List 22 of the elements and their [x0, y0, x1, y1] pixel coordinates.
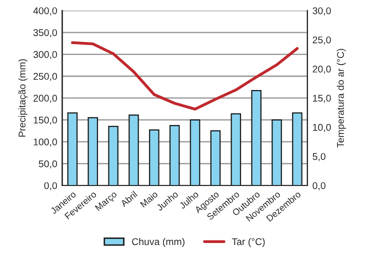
- y-tick-label: 0,0: [44, 182, 57, 190]
- legend-label: Tar (°C): [232, 238, 265, 248]
- y-tick-label: 50,0: [38, 160, 57, 168]
- y2-tick-label: 0,0: [312, 182, 326, 190]
- y-tick-label: 150,0: [34, 116, 57, 125]
- y-axis-title: Precipitação (mm): [18, 59, 28, 137]
- y-tick-label: 100,0: [34, 138, 57, 147]
- y-tick-label: 400,0: [33, 7, 57, 16]
- y2-tick-label: 10,0: [313, 124, 331, 132]
- y2-tick-label: 30,0: [312, 7, 331, 16]
- y-tick-label: 200,0: [34, 94, 57, 103]
- y-tick-label: 250,0: [34, 72, 57, 81]
- y2-tick-label: 15,0: [313, 94, 331, 103]
- x-tick-label: Maio: [140, 190, 158, 208]
- y2-tick-label: 25,0: [312, 36, 331, 45]
- line-series: [71, 41, 299, 111]
- y2-tick-label: 5,0: [312, 153, 326, 162]
- y2-axis-title: Temperatura do ar (°C): [336, 48, 346, 148]
- y2-tick-label: 20,0: [312, 66, 331, 74]
- y-tick-label: 300,0: [33, 51, 57, 60]
- legend-label: Chuva (mm): [132, 238, 184, 248]
- y-tick-label: 350,0: [33, 29, 57, 38]
